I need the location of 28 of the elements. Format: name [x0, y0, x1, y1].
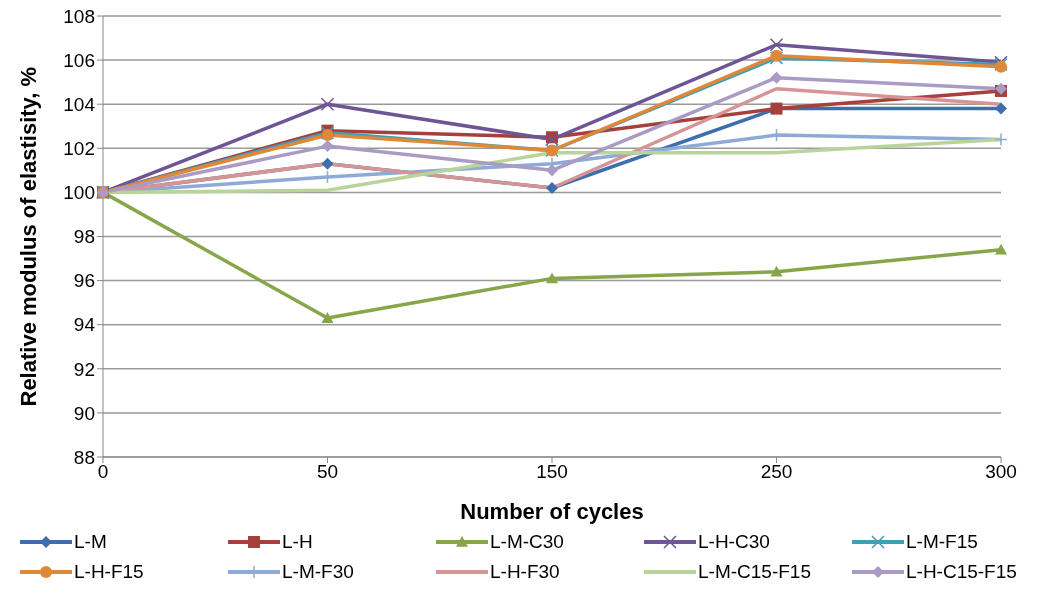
y-tick-label: 94: [73, 314, 96, 336]
y-tick-label: 96: [73, 270, 95, 292]
y-tick-label: 108: [63, 5, 95, 27]
legend-label: L-M-C15-F15: [698, 561, 811, 583]
y-tick-label: 104: [63, 93, 96, 115]
y-tick-label: 106: [63, 49, 95, 71]
legend-label: L-M: [74, 531, 107, 553]
legend-label: L-H-C30: [698, 531, 770, 553]
x-tick-label: 150: [536, 461, 568, 483]
legend-label: L-H-F30: [490, 561, 560, 583]
legend-label: L-M-F30: [282, 561, 354, 583]
x-tick-label: 0: [97, 461, 109, 483]
y-tick-label: 88: [73, 446, 95, 468]
y-tick-label: 92: [73, 358, 95, 380]
legend-label: L-M-C30: [490, 531, 564, 553]
y-axis-title: Relative modulus of elastisity, %: [15, 67, 41, 407]
y-tick-label: 98: [73, 226, 95, 248]
y-tick-label: 100: [63, 182, 95, 204]
x-axis-title: Number of cycles: [460, 499, 644, 524]
x-tick-label: 300: [985, 461, 1017, 483]
x-tick-label: 50: [316, 461, 339, 483]
y-tick-label: 90: [73, 402, 95, 424]
x-tick-label: 250: [760, 461, 793, 483]
legend-label: L-H-C15-F15: [906, 561, 1017, 583]
legend-label: L-H-F15: [74, 561, 144, 583]
y-tick-label: 102: [63, 138, 95, 160]
legend-label: L-M-F15: [906, 531, 978, 553]
legend-label: L-H: [282, 531, 313, 553]
